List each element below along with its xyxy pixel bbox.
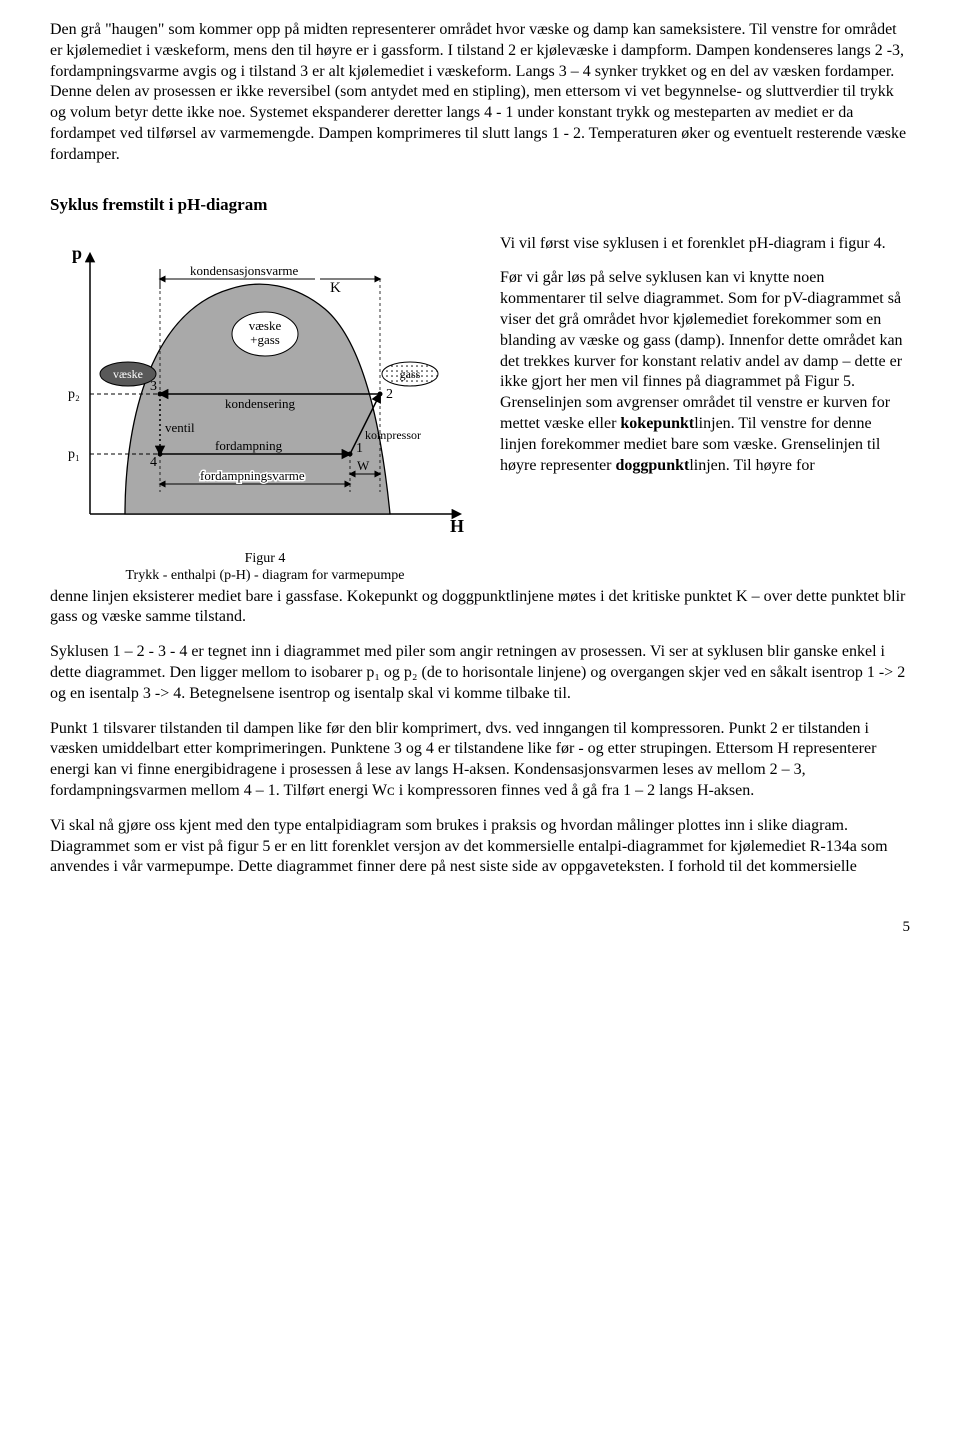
- pt3-label: 3: [150, 379, 157, 394]
- fordampningsvarme-label: fordampningsvarme: [200, 468, 305, 483]
- gass-label: gass: [400, 367, 421, 381]
- paragraph-intro: Den grå "haugen" som kommer opp på midte…: [50, 20, 910, 166]
- vaeskegass-label1: væske: [249, 318, 282, 333]
- ventil-label: ventil: [165, 420, 195, 435]
- section-title: Syklus fremstilt i pH-diagram: [50, 194, 910, 216]
- paragraph-4: Syklusen 1 – 2 - 3 - 4 er tegnet inn i d…: [50, 642, 910, 704]
- kondensasjonsvarme-label: kondensasjonsvarme: [190, 263, 299, 278]
- right-para-2: Før vi går løs på selve syklusen kan vi …: [500, 268, 910, 476]
- ph-diagram-svg: p H væske +gass K væske gass p₂ p₁: [50, 234, 480, 544]
- vaeske-label: væske: [113, 367, 143, 381]
- continuation-para: denne linjen eksisterer mediet bare i ga…: [50, 587, 910, 629]
- axis-p-label: p: [72, 243, 82, 263]
- right-para-1: Vi vil først vise syklusen i et forenkle…: [500, 234, 910, 255]
- vaeskegass-label2: +gass: [250, 332, 280, 347]
- kondensering-label: kondensering: [225, 396, 296, 411]
- fordampning-label: fordampning: [215, 438, 283, 453]
- right-text-column: Vi vil først vise syklusen i et forenkle…: [500, 234, 910, 491]
- diagram-text-row: p H væske +gass K væske gass p₂ p₁: [50, 234, 910, 585]
- paragraph-6: Vi skal nå gjøre oss kjent med den type …: [50, 816, 910, 878]
- pt1-label: 1: [356, 441, 363, 456]
- p1-label: p₁: [68, 447, 80, 462]
- diagram-caption: Figur 4 Trykk - enthalpi (p-H) - diagram…: [50, 550, 480, 585]
- k-label: K: [330, 280, 341, 296]
- paragraph-5: Punkt 1 tilsvarer tilstanden til dampen …: [50, 719, 910, 802]
- caption-line2: Trykk - enthalpi (p-H) - diagram for var…: [125, 568, 404, 583]
- pt2-label: 2: [386, 387, 393, 402]
- caption-line1: Figur 4: [245, 551, 286, 566]
- diagram-column: p H væske +gass K væske gass p₂ p₁: [50, 234, 480, 585]
- pt4-label: 4: [150, 455, 157, 470]
- page-number: 5: [50, 918, 910, 938]
- p2-label: p₂: [68, 387, 80, 402]
- axis-h-label: H: [450, 516, 464, 536]
- w-label: W: [357, 458, 370, 473]
- kompressor-label: kompressor: [365, 428, 421, 442]
